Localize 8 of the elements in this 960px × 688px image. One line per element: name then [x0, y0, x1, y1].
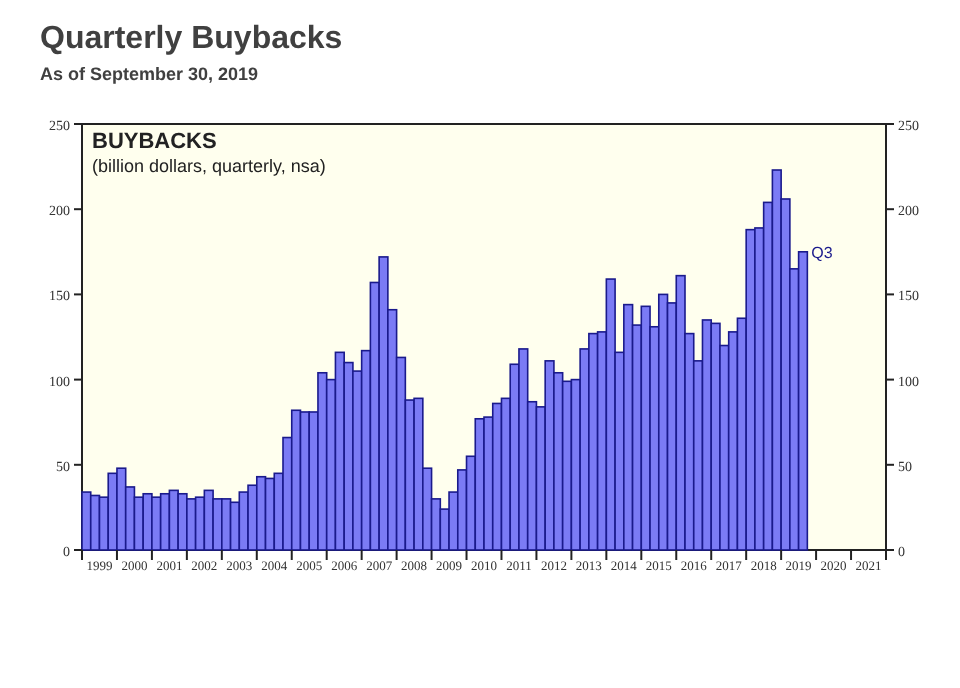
chart-title: Quarterly Buybacks	[40, 22, 343, 56]
chart-subtitle: As of September 30, 2019	[40, 64, 259, 84]
annotation: BUYBACKS	[92, 130, 217, 154]
bar	[797, 251, 809, 551]
annotation: Q3	[811, 243, 834, 262]
bar	[378, 256, 389, 551]
bar	[413, 397, 424, 551]
annotation: (billion dollars, quarterly, nsa)	[92, 156, 326, 176]
